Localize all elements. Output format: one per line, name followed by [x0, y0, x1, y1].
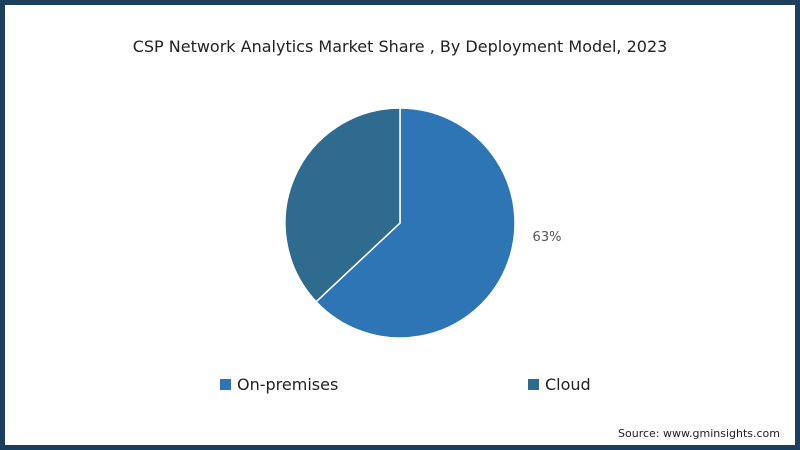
legend-on-premises: On-premises [220, 375, 338, 394]
legend-cloud: Cloud [528, 375, 591, 394]
legend-swatch-cloud [528, 379, 539, 390]
legend-swatch-on-premises [220, 379, 231, 390]
pie-slice-cloud [284, 107, 401, 303]
pie-slice-on-premises [315, 107, 516, 339]
chart-title: CSP Network Analytics Market Share , By … [132, 37, 668, 56]
legend-label: Cloud [545, 375, 591, 394]
source-text: Source: www.gminsights.com [618, 427, 780, 440]
data-label: 63% [533, 230, 562, 245]
legend-label: On-premises [237, 375, 339, 394]
